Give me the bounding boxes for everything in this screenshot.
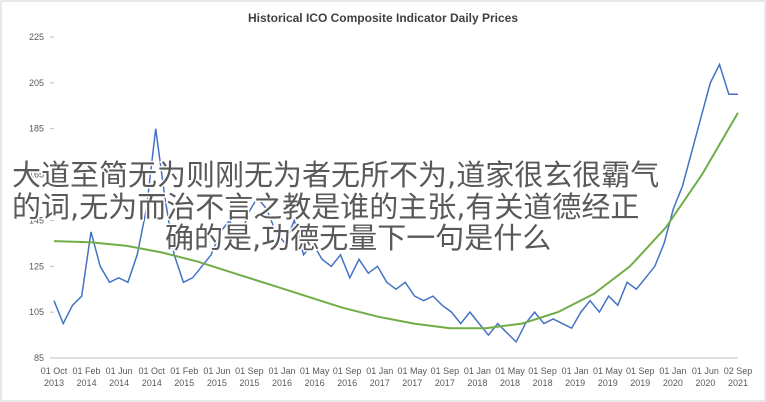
x-tick-label: 01 Feb (170, 366, 198, 376)
x-tick-label: 2015 (174, 378, 194, 388)
x-tick-label: 01 Sep (431, 366, 460, 376)
x-tick-label: 01 Jun (106, 366, 133, 376)
x-tick-label: 2014 (142, 378, 162, 388)
x-tick-label: 2020 (695, 378, 715, 388)
x-tick-label: 2018 (500, 378, 520, 388)
x-tick-label: 01 May (593, 366, 623, 376)
x-tick-label: 2020 (663, 378, 683, 388)
y-tick-label: 105 (29, 307, 44, 317)
x-tick-label: 2017 (402, 378, 422, 388)
line-series (53, 112, 739, 330)
x-tick-label: 01 Oct (138, 366, 165, 376)
line-series (53, 62, 738, 344)
x-tick-label: 2019 (598, 378, 618, 388)
x-tick-label: 2018 (533, 378, 553, 388)
y-tick-label: 85 (34, 353, 44, 363)
overlay-text: 大道至简无为则刚无为者无所不为,道家很玄很霸气 (12, 158, 659, 192)
x-tick-label: 01 Jan (659, 366, 686, 376)
x-tick-label: 2016 (272, 378, 292, 388)
x-tick-label: 01 May (495, 366, 525, 376)
x-tick-label: 01 Jan (562, 366, 589, 376)
x-tick-label: 2015 (207, 378, 227, 388)
x-tick-label: 01 Jun (692, 366, 719, 376)
x-tick-label: 02 Sep (724, 366, 753, 376)
y-tick-label: 145 (29, 215, 44, 225)
y-tick-label: 205 (29, 78, 44, 88)
x-tick-label: 01 Sep (528, 366, 557, 376)
x-tick-label: 01 Sep (333, 366, 362, 376)
x-tick-label: 01 Jun (203, 366, 230, 376)
overlay-text: 的词,无为而治不言之教是谁的主张,有关道德经正 (12, 190, 639, 224)
x-tick-label: 01 Sep (235, 366, 264, 376)
x-tick-label: 2019 (630, 378, 650, 388)
y-tick-label: 185 (29, 124, 44, 134)
x-tick-label: 01 Sep (626, 366, 655, 376)
overlay-text: 确的是,功德无量下一句是什么 (165, 221, 551, 255)
y-tick-label: 165 (29, 170, 44, 180)
x-tick-label: 2016 (305, 378, 325, 388)
x-tick-label: 2019 (565, 378, 585, 388)
chart-title: Historical ICO Composite Indicator Daily… (248, 11, 518, 25)
x-tick-label: 01 Oct (41, 366, 68, 376)
x-tick-label: 2014 (77, 378, 97, 388)
y-tick-label: 225 (29, 32, 44, 42)
x-tick-label: 01 Feb (73, 366, 101, 376)
x-tick-label: 2014 (109, 378, 129, 388)
x-tick-label: 2017 (370, 378, 390, 388)
x-tick-label: 2016 (337, 378, 357, 388)
x-tick-label: 2015 (239, 378, 259, 388)
x-tick-label: 01 Jan (268, 366, 295, 376)
x-tick-label: 2017 (435, 378, 455, 388)
x-tick-label: 2013 (44, 378, 64, 388)
x-tick-label: 01 May (398, 366, 428, 376)
x-tick-label: 01 May (300, 366, 330, 376)
x-tick-label: 01 Jan (366, 366, 393, 376)
y-tick-label: 125 (29, 261, 44, 271)
x-tick-label: 01 Jan (464, 366, 491, 376)
x-tick-label: 2021 (728, 378, 748, 388)
x-tick-label: 2018 (467, 378, 487, 388)
